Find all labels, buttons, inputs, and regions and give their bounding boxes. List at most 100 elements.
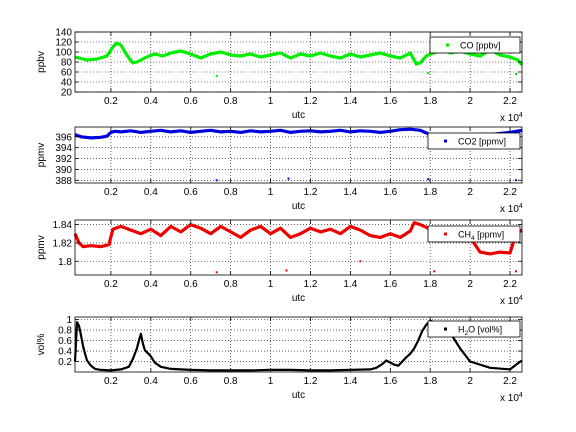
y-tick-label: 388 [55,176,72,187]
y-tick-label: 40 [61,78,73,89]
outlier-point [287,177,290,180]
legend-marker [444,139,447,143]
chart-panel-3: 0.2 0.4 0.6 0.8 1 1.2 1.4 1.6 1.8 2 2.21.81.821.84… [36,219,523,307]
y-tick-label: 0.4 [58,347,72,358]
legend-label: H2O [vol%] [458,325,502,338]
x-tick-label: 1.4 [343,96,357,107]
y-tick-label: 80 [61,58,73,69]
x-tick-label: 2.2 [503,187,517,198]
y-tick-label: 1 [66,315,72,326]
x-tick-label: 0.6 [184,187,198,198]
x-tick-label: 2 [467,96,473,107]
plot-frame [74,316,523,373]
legend: H2O [vol%] [427,320,521,338]
y-tick-label: 0.6 [58,336,72,347]
x-tick-label: 0.4 [144,376,158,387]
x-axis-label: utc [292,390,305,401]
y-axis-label: vol% [36,334,47,356]
x-tick-label: 2 [467,187,473,198]
x-tick-label: 1 [268,96,274,107]
legend: CH4 [ppmv] [427,225,521,243]
outlier-point [215,271,218,274]
x-tick-label: 0.2 [104,96,118,107]
outlier-point [515,179,518,182]
outlier-point [215,75,218,77]
y-tick-label: 394 [55,143,72,154]
plot-frame [74,126,523,184]
x-tick-label: 0.8 [224,376,238,387]
x-tick-label: 1.4 [343,187,357,198]
x-axis-label: utc [292,293,305,304]
legend-box [427,132,521,150]
y-tick-label: 120 [55,38,72,49]
x-tick-label: 1.6 [383,376,397,387]
y-tick-label: 392 [55,154,72,165]
x-tick-label: 2 [467,279,473,290]
x-tick-label: 1.6 [383,187,397,198]
x-multiplier: x 104 [500,112,523,124]
outlier-point [215,179,218,182]
y-tick-label: 1.82 [53,238,73,249]
x-tick-label: 2 [467,376,473,387]
x-tick-label: 1 [268,187,274,198]
x-tick-label: 1 [268,279,274,290]
x-tick-label: 2.2 [503,279,517,290]
x-tick-label: 1.8 [423,376,437,387]
outlier-point [433,270,436,273]
x-tick-label: 1.8 [423,187,437,198]
x-tick-label: 1.2 [304,376,318,387]
x-tick-label: 0.4 [144,96,158,107]
y-tick-label: 1.8 [58,257,72,268]
x-tick-label: 0.2 [104,279,118,290]
x-tick-label: 0.2 [104,376,118,387]
x-tick-label: 1.2 [304,96,318,107]
x-tick-label: 0.4 [144,187,158,198]
outlier-point [359,260,362,263]
outlier-point [515,73,518,75]
y-tick-label: 390 [55,165,72,176]
y-axis-label: ppmv [36,143,47,167]
x-multiplier: x 104 [500,392,523,404]
y-axis-label: ppbv [36,51,47,73]
y-tick-label: 140 [55,28,72,39]
x-tick-label: 0.8 [224,96,238,107]
x-tick-label: 1.6 [383,279,397,290]
chart-panel-1: 0.2 0.4 0.6 0.8 1 1.2 1.4 1.6 1.8 2 2.2 20406080100… [36,28,524,124]
y-axis-label: ppmv [36,235,47,259]
plot-frame [74,219,523,276]
legend: CO2 [ppmv] [427,132,521,150]
x-tick-label: 1.2 [304,279,318,290]
x-tick-label: 0.6 [184,279,198,290]
x-tick-label: 1.2 [304,187,318,198]
legend-box [427,225,521,243]
y-tick-label: 0.2 [58,357,72,368]
y-tick-label: 20 [61,88,73,99]
y-tick-label: 60 [61,68,73,79]
series-line [73,319,523,372]
x-axis-label: utc [292,110,305,121]
legend-marker [444,327,447,331]
legend-box [427,320,521,338]
x-tick-label: 1.4 [343,279,357,290]
x-multiplier: x 104 [500,295,523,307]
y-tick-label: 1.84 [53,220,73,231]
y-tick-label: 0.8 [58,326,72,337]
legend-label: CO [ppbv] [460,41,501,51]
chart-panel-2: 0.2 0.4 0.6 0.8 1 1.2 1.4 1.6 1.8 2 2.238839039239… [36,126,523,215]
x-tick-label: 1 [268,376,274,387]
y-tick-label: 396 [55,132,72,143]
x-multiplier: x 104 [500,203,523,215]
x-tick-label: 0.8 [224,187,238,198]
x-tick-label: 0.2 [104,187,118,198]
x-tick-label: 0.6 [184,96,198,107]
legend-marker [444,232,447,236]
x-tick-label: 0.8 [224,279,238,290]
chart-panel-4: 0.2 0.4 0.6 0.8 1 1.2 1.4 1.6 1.8 2 2.20.20.40.60.… [36,315,523,404]
x-tick-label: 1.4 [343,376,357,387]
outlier-point [515,270,518,273]
legend-marker [446,43,449,47]
x-axis-label: utc [292,201,305,212]
legend-label: CO2 [ppmv] [458,137,506,147]
x-tick-label: 1.8 [423,279,437,290]
